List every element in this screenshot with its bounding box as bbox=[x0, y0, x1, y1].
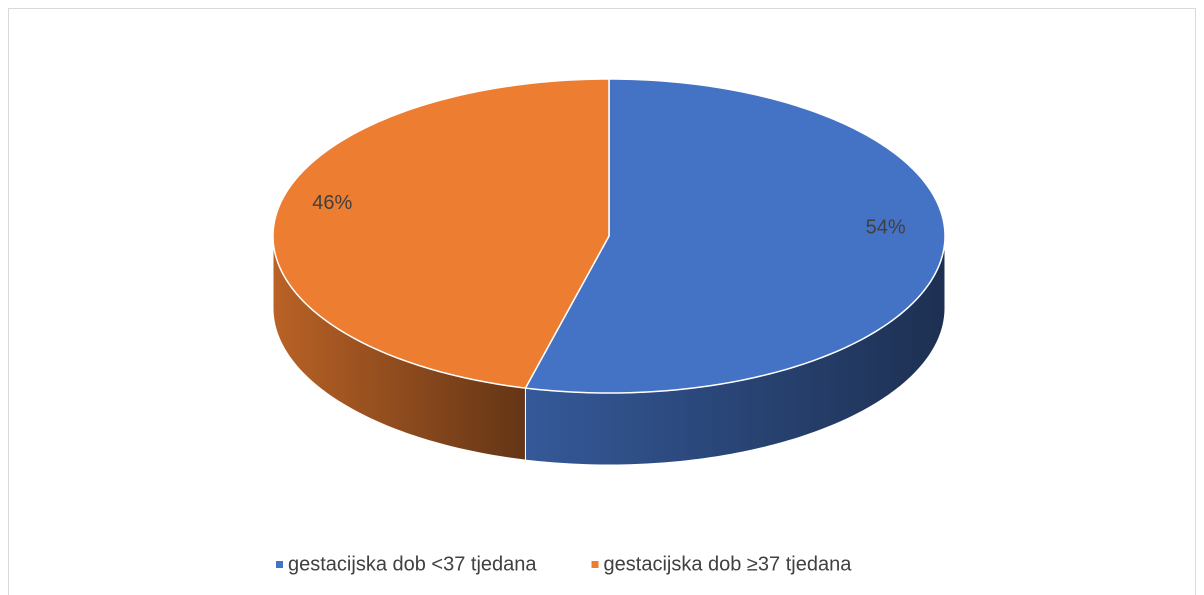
legend-swatch bbox=[276, 561, 283, 568]
data-label: 54% bbox=[866, 216, 906, 238]
legend-swatch bbox=[591, 561, 599, 568]
legend-label: gestacijska dob ≥37 tjedana bbox=[604, 553, 853, 575]
slice bbox=[272, 78, 610, 389]
data-label: 46% bbox=[312, 192, 352, 214]
slice bbox=[524, 78, 946, 394]
legend-label: gestacijska dob <37 tjedana bbox=[288, 553, 537, 575]
